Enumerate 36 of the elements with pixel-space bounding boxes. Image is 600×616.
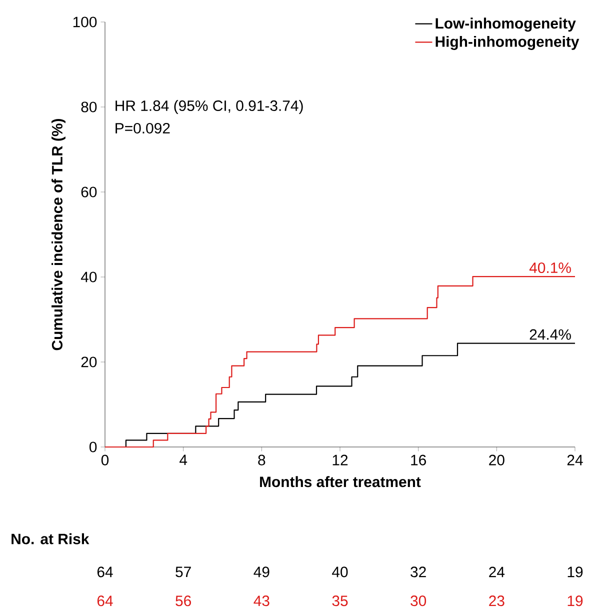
- text: 35: [332, 596, 348, 606]
- y-tick-label: 0: [89, 442, 97, 452]
- x-axis-title: Months after treatment: [260, 476, 421, 488]
- y-tick-label: 20: [81, 356, 97, 368]
- text: 30: [410, 596, 426, 606]
- text: 43: [254, 596, 270, 606]
- y-tick-label: 60: [81, 186, 97, 198]
- legend-label: Low-inhomogeneity: [436, 18, 576, 32]
- text: 49: [254, 566, 270, 578]
- legend-label: High-inhomogeneity: [436, 36, 580, 50]
- text: 19: [568, 596, 583, 606]
- annotation: HR 1.84 (95% CI, 0.91-3.74): [116, 100, 303, 114]
- y-tick-label: 40: [80, 272, 97, 282]
- y-tick-label: 80: [81, 102, 97, 112]
- text: 23: [489, 596, 504, 606]
- x-tick-label: 8: [258, 454, 266, 466]
- text: 40: [332, 566, 348, 578]
- x-tick-label: 12: [332, 454, 348, 466]
- x-tick-label: 20: [489, 454, 504, 466]
- annotation: P=0.092: [116, 122, 170, 134]
- text: No. at Risk: [12, 533, 90, 544]
- x-tick-label: 24: [567, 454, 583, 466]
- x-tick-label: 16: [411, 454, 426, 466]
- text: 24: [489, 566, 505, 578]
- text: 64: [97, 596, 113, 606]
- annotation: 40.1%: [529, 262, 571, 274]
- text: 32: [410, 566, 426, 578]
- y-axis-title: Cumulative incidence of TLR (%): [52, 118, 66, 350]
- text: 56: [176, 596, 191, 606]
- text: 19: [568, 566, 583, 578]
- annotation: 24.4%: [530, 329, 571, 340]
- y-tick-label: 100: [73, 16, 97, 28]
- text: 57: [176, 566, 191, 578]
- x-tick-label: 0: [101, 454, 109, 466]
- x-tick-label: 4: [180, 454, 188, 466]
- text: 64: [97, 566, 113, 578]
